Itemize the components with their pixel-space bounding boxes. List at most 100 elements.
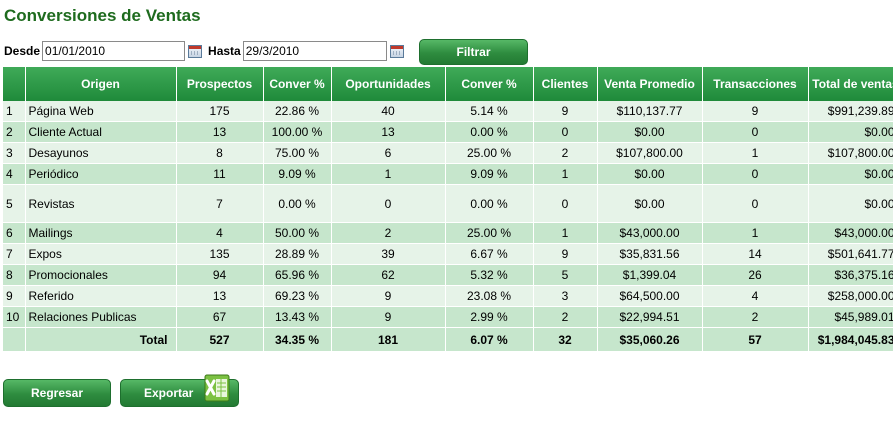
table-cell: 28.89 % [263, 243, 332, 265]
table-cell: Promocionales [25, 264, 177, 286]
table-cell: 10 [3, 306, 26, 328]
table-cell: $107,800.00 [597, 142, 703, 164]
total-cell: Total [25, 327, 177, 352]
table-row: 1 Página Web 175 22.86 % 40 5.14 % 9 $110,137.7… [3, 101, 893, 122]
calendar-icon[interactable] [188, 44, 203, 58]
table-cell: 62 [331, 264, 446, 286]
table-cell: $22,994.51 [597, 306, 703, 328]
table-cell: 8 [3, 264, 26, 286]
table-cell: 13 [331, 121, 446, 143]
table-cell: Referido [25, 285, 177, 307]
table-cell: 8 [176, 142, 264, 164]
table-cell: 69.23 % [263, 285, 332, 307]
page-title: Conversiones de Ventas [4, 6, 201, 25]
table-cell: 5.32 % [445, 264, 534, 286]
table-cell: 0 [331, 184, 446, 223]
table-row: 8 Promocionales 94 65.96 % 62 5.32 % 5 $1,399.0… [3, 264, 893, 286]
table-cell: Página Web [25, 101, 177, 122]
table-cell: Revistas [25, 184, 177, 223]
table-cell: 2 [533, 306, 598, 328]
table-cell: 50.00 % [263, 222, 332, 244]
column-header: Oportunidades [331, 67, 446, 101]
table-cell: $45,989.01 [808, 306, 893, 328]
hasta-date-input[interactable] [242, 41, 387, 61]
table-cell: 5.14 % [445, 101, 534, 122]
table-cell: 7 [176, 184, 264, 223]
column-header: Prospectos [176, 67, 264, 101]
table-cell: 6 [331, 142, 446, 164]
table-row: 10 Relaciones Publicas 67 13.43 % 9 2.99 % 2 $2… [3, 306, 893, 328]
table-cell: 0.00 % [263, 184, 332, 223]
calendar-icon[interactable] [389, 44, 404, 58]
table-cell: 0 [533, 121, 598, 143]
column-header: Clientes [533, 67, 598, 101]
table-cell: 5 [533, 264, 598, 286]
table-header-row: Origen Prospectos Conver % Oportunidades Con… [3, 67, 893, 101]
table-cell: $43,000.00 [808, 222, 893, 244]
table-cell: 4 [176, 222, 264, 244]
table-row: 7 Expos 135 28.89 % 39 6.67 % 9 $35,831.56 14 $50… [3, 243, 893, 265]
exportar-button[interactable]: Exportar [120, 374, 239, 407]
table-cell: 1 [533, 163, 598, 185]
table-cell: 0.00 % [445, 184, 534, 223]
table-cell: Cliente Actual [25, 121, 177, 143]
table-cell: $0.00 [808, 163, 893, 185]
column-header: Origen [25, 67, 177, 101]
table-cell: 75.00 % [263, 142, 332, 164]
table-cell: 13 [176, 121, 264, 143]
table-cell: 13.43 % [263, 306, 332, 328]
table-cell: 13 [176, 285, 264, 307]
date-filter: Desde Hasta [4, 40, 410, 62]
total-cell: 6.07 % [445, 327, 534, 352]
regresar-button[interactable]: Regresar [3, 379, 111, 407]
table-cell: $110,137.77 [597, 101, 703, 122]
table-cell: 1 [331, 163, 446, 185]
table-cell: 9 [331, 306, 446, 328]
table-cell: 0 [702, 163, 809, 185]
table-row: 9 Referido 13 69.23 % 9 23.08 % 3 $64,500.00 4 $2… [3, 285, 893, 307]
table-cell: 26 [702, 264, 809, 286]
table-cell: 9 [3, 285, 26, 307]
table-cell: 65.96 % [263, 264, 332, 286]
table-cell: Expos [25, 243, 177, 265]
table-cell: 2 [702, 306, 809, 328]
column-header: Transacciones [702, 67, 809, 101]
conversion-table: Origen Prospectos Conver % Oportunidades Con… [3, 67, 893, 352]
table-cell: Mailings [25, 222, 177, 244]
table-cell: 9 [331, 285, 446, 307]
total-cell: 527 [176, 327, 264, 352]
table-cell: $0.00 [597, 121, 703, 143]
filter-button[interactable]: Filtrar [419, 39, 528, 65]
hasta-label: Hasta [208, 44, 241, 58]
table-cell: 3 [533, 285, 598, 307]
table-cell: 2 [3, 121, 26, 143]
table-cell: $0.00 [808, 121, 893, 143]
table-cell: $258,000.00 [808, 285, 893, 307]
table-cell: 9 [702, 101, 809, 122]
total-cell: 181 [331, 327, 446, 352]
desde-date-input[interactable] [42, 41, 186, 61]
table-cell: 4 [702, 285, 809, 307]
table-cell: 135 [176, 243, 264, 265]
column-header: Total de ventas [808, 67, 893, 101]
table-cell: 23.08 % [445, 285, 534, 307]
desde-label: Desde [4, 44, 41, 58]
table-cell: $35,831.56 [597, 243, 703, 265]
table-cell: 67 [176, 306, 264, 328]
table-cell: $64,500.00 [597, 285, 703, 307]
exportar-label: Exportar [144, 386, 194, 400]
column-header [3, 67, 26, 101]
table-cell: 9 [533, 101, 598, 122]
table-cell: 11 [176, 163, 264, 185]
table-cell: $501,641.77 [808, 243, 893, 265]
table-cell: $43,000.00 [597, 222, 703, 244]
table-cell: $991,239.89 [808, 101, 893, 122]
table-cell: 4 [3, 163, 26, 185]
total-cell: $1,984,045.83 [808, 327, 893, 352]
table-cell: Relaciones Publicas [25, 306, 177, 328]
table-cell: 9.09 % [445, 163, 534, 185]
table-row: 2 Cliente Actual 13 100.00 % 13 0.00 % 0 $0.00 0… [3, 121, 893, 143]
total-cell: 34.35 % [263, 327, 332, 352]
table-cell: $36,375.16 [808, 264, 893, 286]
table-cell: $0.00 [597, 184, 703, 223]
